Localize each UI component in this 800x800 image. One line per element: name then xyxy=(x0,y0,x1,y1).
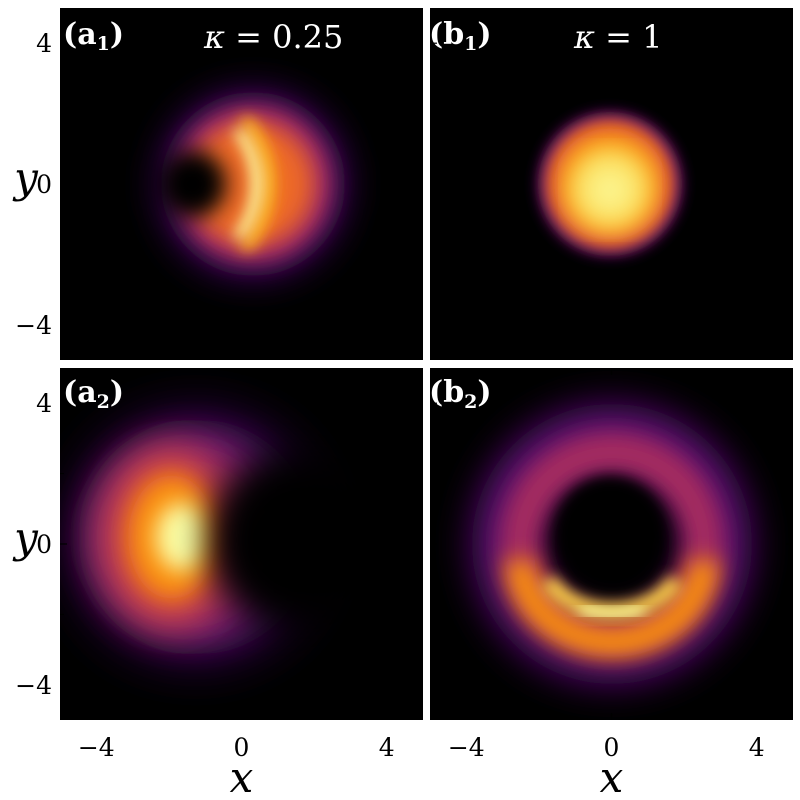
panel-a2: (a2) xyxy=(60,368,423,720)
panel-a1-heatmap xyxy=(158,92,345,276)
axes-layer: −4 0 4 y −4 0 4 −4 0 4 x y −4 0 4 x xyxy=(12,8,793,800)
panel-a2-ytick-label: 4 xyxy=(36,389,52,418)
panel-a1-kappa-annotation: κ = 0.25 xyxy=(203,18,343,56)
panel-a1-ylabel: y xyxy=(12,153,39,202)
panel-b1: (b1) κ = 1 xyxy=(429,8,793,360)
panel-a2-ytick-label: −4 xyxy=(15,671,52,700)
panel-a2-heatmap xyxy=(78,419,392,655)
panel-a1-ytick-label: −4 xyxy=(15,311,52,340)
panel-b2-xlabel: x xyxy=(600,753,624,800)
panel-a2-ytick-label: 0 xyxy=(36,530,52,559)
panel-a2-tag: (a2) xyxy=(63,375,124,413)
panel-b2-tag: (b2) xyxy=(429,375,492,413)
panel-a2-xtick-label: 4 xyxy=(379,733,395,762)
panel-a1-ytick-label: 4 xyxy=(36,29,52,58)
panel-a1: (a1) κ = 0.25 xyxy=(60,8,423,360)
panel-a1-tag: (a1) xyxy=(63,17,124,55)
panel-a2-xlabel: x xyxy=(230,753,254,800)
panel-b1-tag: (b1) xyxy=(429,17,492,55)
panel-b2-xtick-label: 0 xyxy=(604,733,620,762)
panel-a2-xtick-label: 0 xyxy=(234,733,250,762)
panel-a2-xtick-label: −4 xyxy=(78,733,115,762)
panel-b2-heatmap xyxy=(472,404,752,684)
panel-b1-kappa-annotation: κ = 1 xyxy=(573,18,663,56)
panel-a2-ylabel: y xyxy=(12,513,39,562)
panel-b2-xtick-label: 4 xyxy=(749,733,765,762)
panel-b1-heatmap xyxy=(538,112,682,256)
panel-a1-ytick-label: 0 xyxy=(36,170,52,199)
panel-b2-xtick-label: −4 xyxy=(448,733,485,762)
panel-b2: (b2) xyxy=(429,368,793,720)
